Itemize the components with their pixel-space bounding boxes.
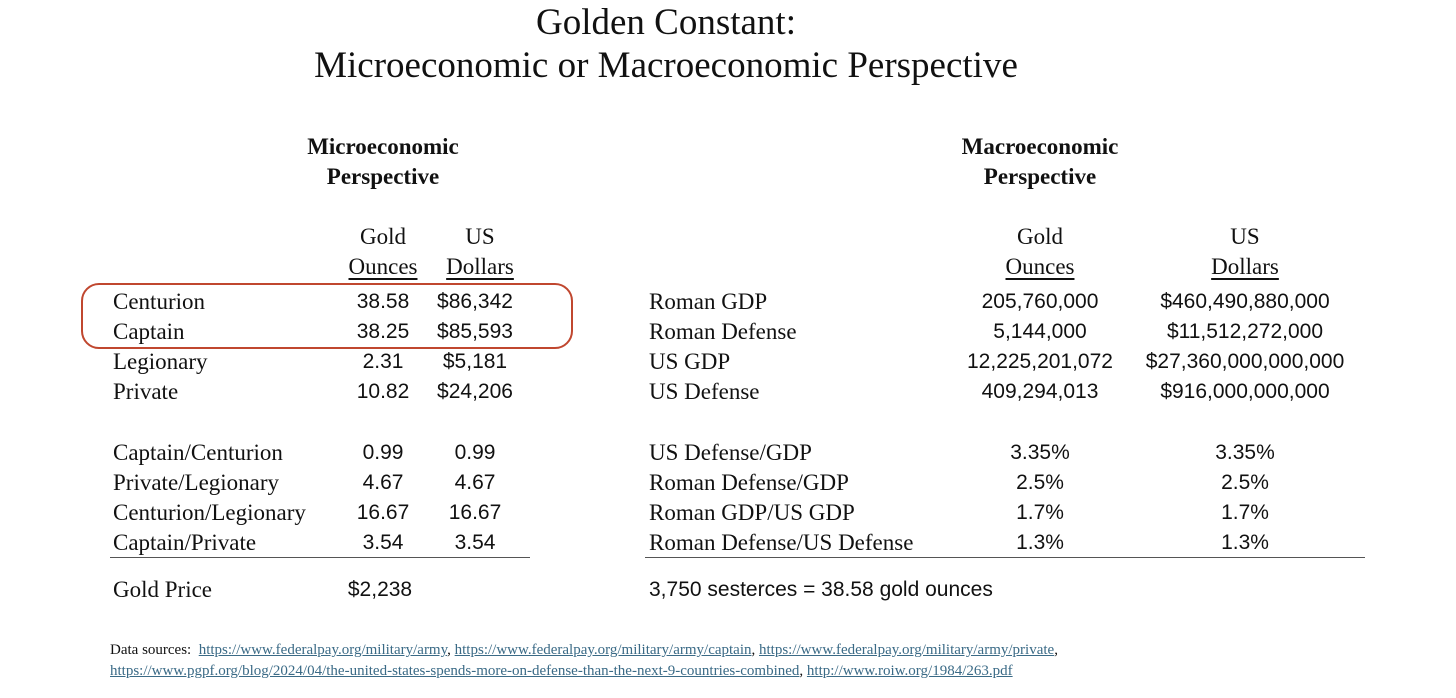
source-link-private[interactable]: https://www.federalpay.org/military/army… (759, 642, 1055, 658)
macro-row-usd: $916,000,000,000 (1160, 380, 1330, 403)
macro-row-gold: 12,225,201,072 (967, 350, 1113, 373)
micro-col-gold-line-1: Gold (360, 224, 406, 249)
micro-ratio-label: Centurion/Legionary (113, 500, 306, 525)
macro-col-usd-line-2: Dollars (1211, 254, 1279, 279)
macro-col-gold-line-2: Ounces (1005, 254, 1075, 279)
macro-table-rule (645, 557, 1365, 558)
macro-ratio-usd: 3.35% (1215, 441, 1275, 464)
source-link-pgpf[interactable]: https://www.pgpf.org/blog/2024/04/the-un… (110, 663, 800, 679)
macro-ratio-gold: 3.35% (1010, 441, 1070, 464)
micro-ratio-usd: 4.67 (454, 471, 496, 494)
micro-ratio-gold: 4.67 (362, 471, 404, 494)
micro-ratio-usd: 16.67 (448, 501, 502, 524)
macro-heading-line-2: Perspective (983, 164, 1097, 189)
macro-row-usd: $27,360,000,000,000 (1145, 350, 1345, 373)
micro-col-gold-line-2: Ounces (348, 254, 418, 279)
micro-ratio-gold: 3.54 (362, 531, 404, 554)
macro-row-usd: $11,512,272,000 (1166, 320, 1324, 343)
macro-row-label: Roman GDP (649, 289, 768, 314)
macro-col-gold-line-1: Gold (1017, 224, 1063, 249)
source-separator: , (1054, 642, 1058, 658)
title-line-2: Microeconomic or Macroeconomic Perspecti… (314, 45, 1018, 86)
micro-row-usd: $24,206 (437, 380, 513, 403)
macro-row-label: US GDP (649, 349, 731, 374)
macro-ratio-label: Roman Defense/US Defense (649, 530, 914, 555)
micro-col-usd-line-1: US (465, 224, 495, 249)
macro-row-gold: 409,294,013 (981, 380, 1099, 403)
data-sources-line-2: https://www.pgpf.org/blog/2024/04/the-un… (110, 661, 1013, 682)
micro-ratio-usd: 3.54 (454, 531, 496, 554)
highlight-box (81, 283, 573, 349)
conversion-note: 3,750 sesterces = 38.58 gold ounces (649, 578, 993, 601)
micro-row-gold: 2.31 (362, 350, 404, 373)
micro-row-label: Legionary (113, 349, 208, 374)
gold-price-value: $2,238 (347, 578, 413, 601)
micro-ratio-usd: 0.99 (454, 441, 496, 464)
micro-ratio-gold: 0.99 (362, 441, 404, 464)
data-sources-label: Data sources: (110, 642, 192, 658)
title-line-1: Golden Constant: (535, 2, 796, 43)
macro-col-usd-line-1: US (1230, 224, 1260, 249)
macro-row-gold: 205,760,000 (981, 290, 1099, 313)
micro-heading-line-1: Microeconomic (307, 134, 459, 159)
source-separator: , (447, 642, 451, 658)
micro-row-gold: 38.58 (356, 290, 410, 313)
micro-row-usd: $85,593 (437, 320, 513, 343)
source-separator: , (751, 642, 756, 658)
macro-ratio-gold: 2.5% (1016, 471, 1064, 494)
micro-ratio-gold: 16.67 (356, 501, 410, 524)
macro-row-label: Roman Defense (649, 319, 797, 344)
macro-ratio-gold: 1.3% (1016, 531, 1064, 554)
micro-row-gold: 38.25 (356, 320, 410, 343)
macro-heading-line-1: Macroeconomic (961, 134, 1119, 159)
micro-row-gold: 10.82 (356, 380, 410, 403)
macro-ratio-label: Roman Defense/GDP (649, 470, 849, 495)
macro-row-gold: 5,144,000 (993, 320, 1087, 343)
macro-ratio-usd: 1.3% (1221, 531, 1269, 554)
macro-row-usd: $460,490,880,000 (1160, 290, 1330, 313)
micro-table-rule (110, 557, 530, 558)
data-sources-line-1: Data sources: https://www.federalpay.org… (110, 640, 1058, 661)
micro-row-label: Centurion (113, 289, 205, 314)
micro-ratio-label: Private/Legionary (113, 470, 280, 495)
source-link-army[interactable]: https://www.federalpay.org/military/army (198, 642, 448, 658)
macro-ratio-usd: 2.5% (1221, 471, 1269, 494)
micro-ratio-label: Captain/Private (113, 530, 257, 555)
micro-heading-line-2: Perspective (326, 164, 440, 189)
micro-row-label: Captain (113, 319, 185, 344)
source-link-roiw[interactable]: http://www.roiw.org/1984/263.pdf (806, 663, 1013, 679)
macro-ratio-usd: 1.7% (1221, 501, 1269, 524)
source-separator: , (799, 663, 804, 679)
micro-row-usd: $86,342 (437, 290, 513, 313)
macro-ratio-gold: 1.7% (1016, 501, 1064, 524)
gold-price-label: Gold Price (113, 577, 213, 602)
micro-row-usd: $5,181 (442, 350, 508, 373)
source-link-captain[interactable]: https://www.federalpay.org/military/army… (454, 642, 752, 658)
macro-ratio-label: Roman GDP/US GDP (649, 500, 855, 525)
macro-ratio-label: US Defense/GDP (649, 440, 812, 465)
macro-row-label: US Defense (649, 379, 760, 404)
micro-row-label: Private (113, 379, 179, 404)
micro-ratio-label: Captain/Centurion (113, 440, 283, 465)
micro-col-usd-line-2: Dollars (446, 254, 514, 279)
